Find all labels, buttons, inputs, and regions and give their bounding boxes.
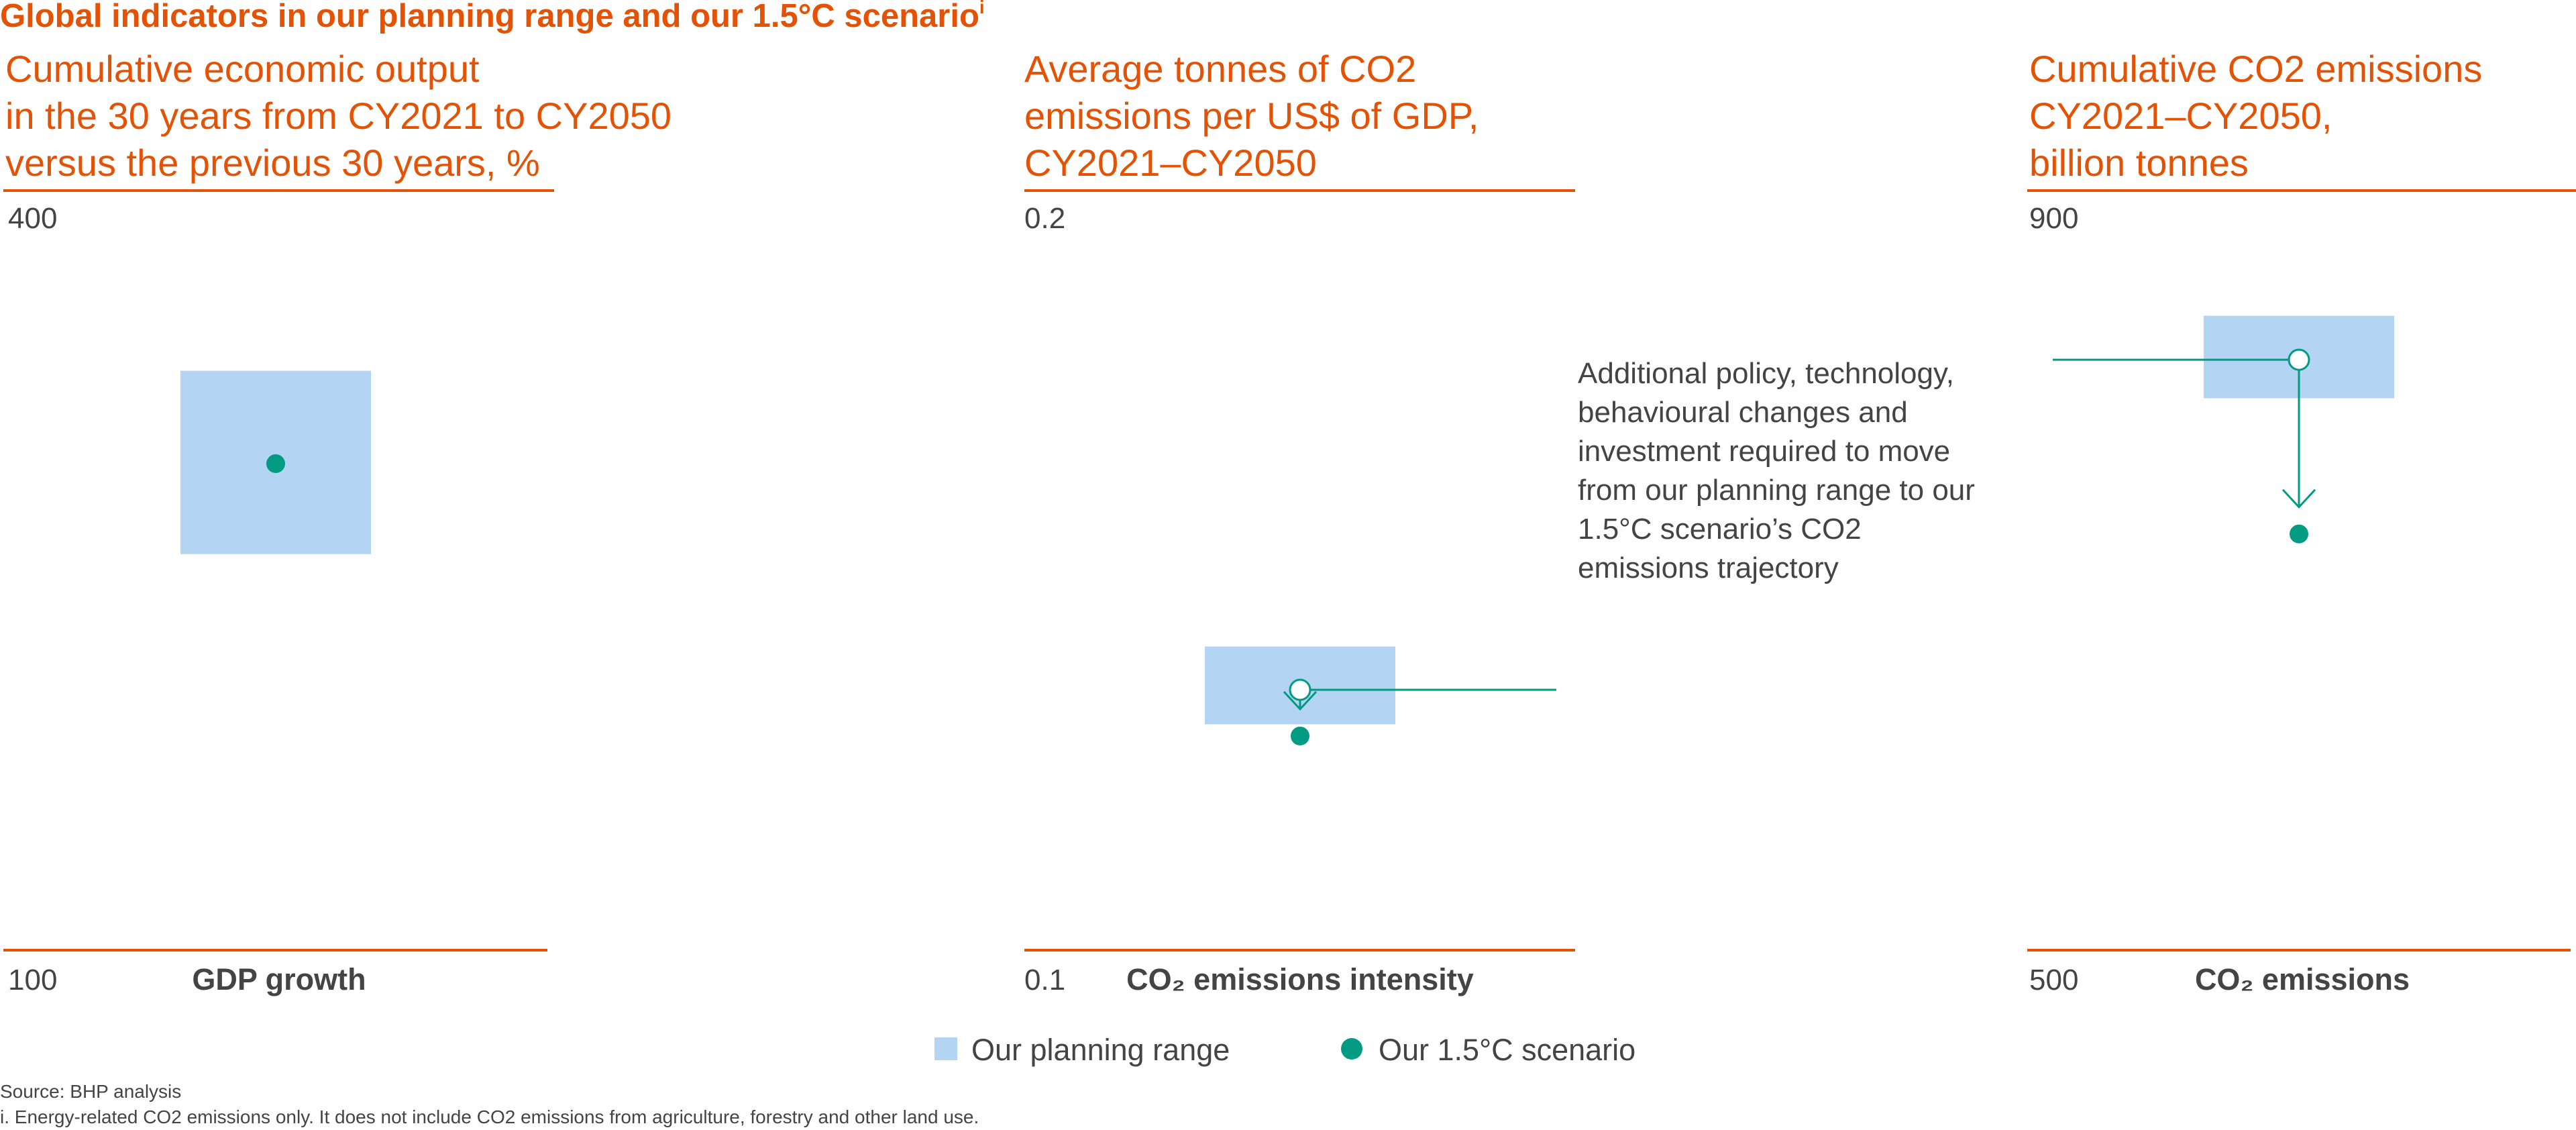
panel-title-line: Cumulative economic output <box>5 48 480 90</box>
annotation-line: investment required to move <box>1578 435 1950 468</box>
panel-emissions: Cumulative CO2 emissions CY2021–CY2050, … <box>2027 48 2576 996</box>
annotation-line: 1.5°C scenario’s CO2 <box>1578 513 1862 546</box>
panel-title-line: billion tonnes <box>2029 142 2249 184</box>
y-min-tick: 100 <box>8 964 57 996</box>
annotation-line: emissions trajectory <box>1578 552 1839 584</box>
scenario-point <box>2290 524 2308 544</box>
panel-title-line: emissions per US$ of GDP, <box>1024 95 1479 137</box>
panel-title-line: in the 30 years from CY2021 to CY2050 <box>5 95 672 137</box>
annotation: Additional policy, technology, behaviour… <box>1578 357 1975 584</box>
y-max-tick: 900 <box>2029 202 2078 235</box>
legend-scenario-swatch <box>1341 1038 1362 1060</box>
annotation-line: behavioural changes and <box>1578 396 1908 429</box>
planning-range-marker <box>1289 678 1311 701</box>
connector-group <box>2053 358 2316 509</box>
panel-title-line: Average tonnes of CO2 <box>1024 48 1416 90</box>
panel-title-line: CY2021–CY2050, <box>2029 95 2332 137</box>
arrow-down-icon <box>2282 489 2316 509</box>
y-max-tick: 0.2 <box>1024 202 1065 235</box>
scenario-point <box>266 454 285 473</box>
planning-range-marker <box>2288 348 2310 371</box>
arrow-down-icon <box>1283 690 1318 711</box>
connector-group <box>1283 688 1556 711</box>
scenario-point <box>1291 726 1309 746</box>
panel-title-line: versus the previous 30 years, % <box>5 142 540 184</box>
annotation-line: Additional policy, technology, <box>1578 357 1954 390</box>
legend-range-label: Our planning range <box>971 1033 1230 1067</box>
y-min-tick: 0.1 <box>1024 964 1065 996</box>
x-axis-label: CO₂ emissions <box>2195 962 2410 996</box>
panel-gdp-growth: Cumulative economic output in the 30 yea… <box>3 48 672 996</box>
panel-title-line: CY2021–CY2050 <box>1024 142 1317 184</box>
annotation-line: from our planning range to our <box>1578 474 1975 507</box>
source-note: Source: BHP analysis <box>0 1081 181 1102</box>
chart-title: Global indicators in our planning range … <box>0 0 985 34</box>
footnote: i. Energy-related CO2 emissions only. It… <box>0 1107 979 1127</box>
legend: Our planning range Our 1.5°C scenario <box>934 1033 1635 1067</box>
x-axis-label: CO₂ emissions intensity <box>1126 962 1474 996</box>
panel-title-line: Cumulative CO2 emissions <box>2029 48 2482 90</box>
y-min-tick: 500 <box>2029 964 2078 996</box>
y-max-tick: 400 <box>8 202 57 235</box>
legend-scenario-label: Our 1.5°C scenario <box>1379 1033 1635 1067</box>
legend-range-swatch <box>934 1037 957 1060</box>
x-axis-label: GDP growth <box>192 962 366 996</box>
panel-emissions-intensity: Average tonnes of CO2 emissions per US$ … <box>1024 48 1575 996</box>
